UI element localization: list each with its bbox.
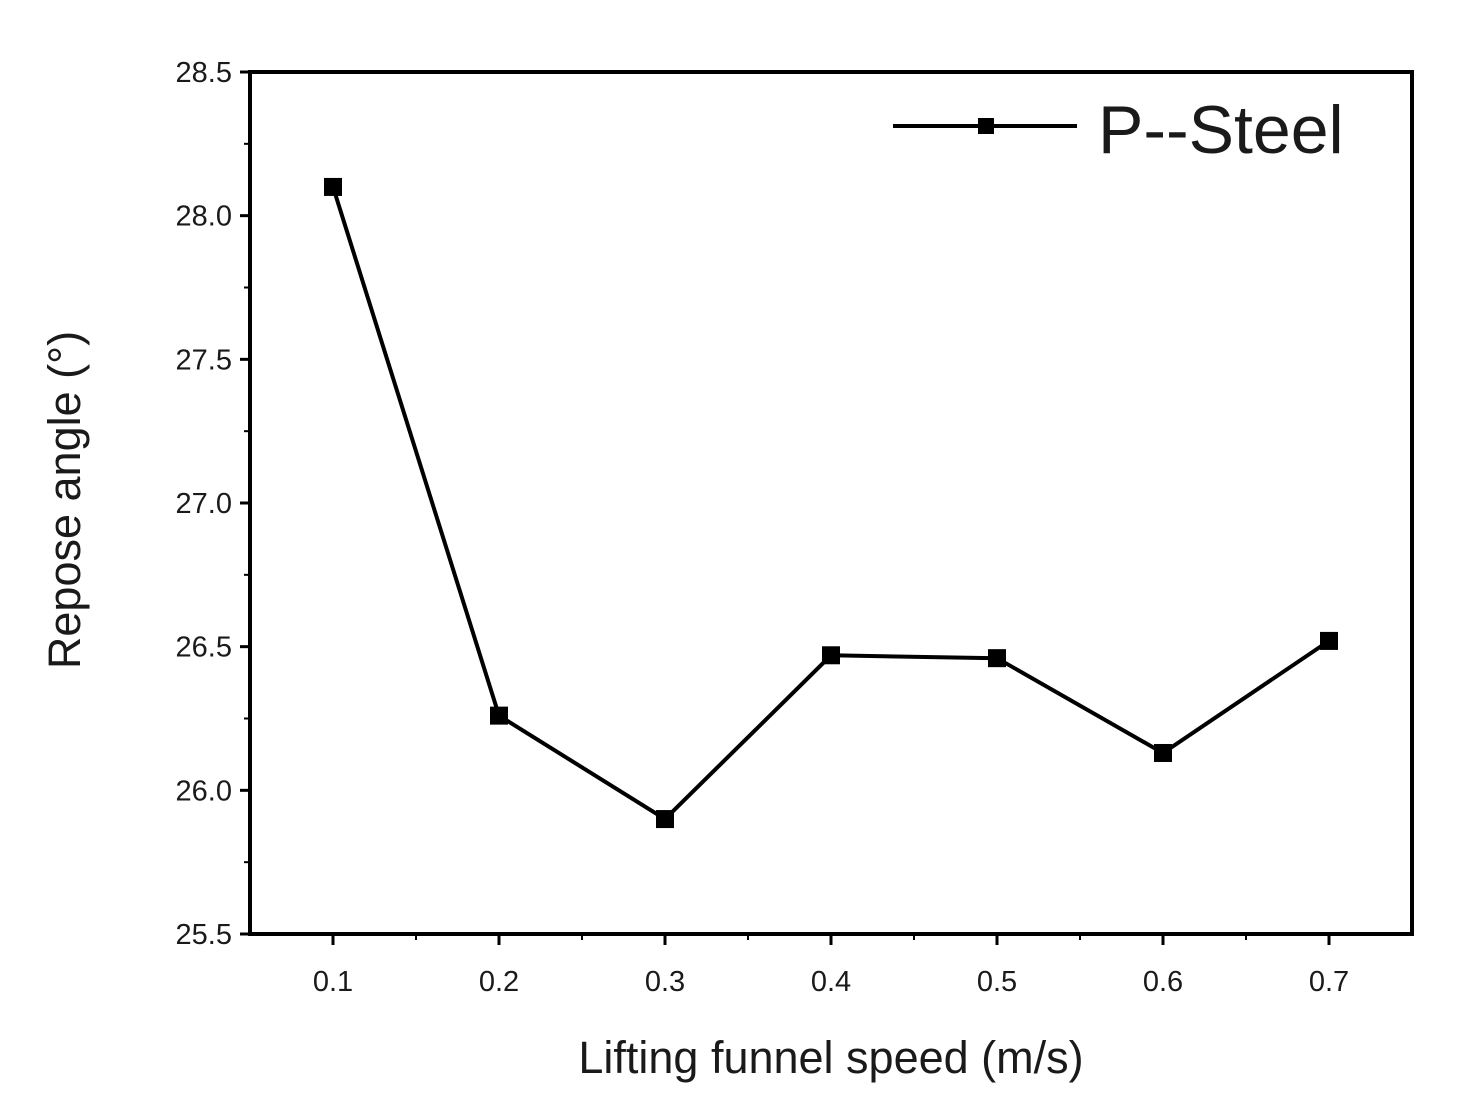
legend-marker [978,118,994,134]
data-point [988,649,1006,668]
y-tick-label: 26.0 [176,775,232,807]
x-tick-label: 0.3 [645,966,685,998]
data-point [822,646,840,665]
data-point [490,706,508,725]
series-layer [324,177,1338,829]
y-axis: 25.5 26.0 26.5 27.0 27.5 28.0 28.5 [176,57,250,951]
x-tick-label: 0.6 [1143,966,1183,998]
y-tick-label: 26.5 [176,632,232,664]
x-tick-label: 0.5 [977,966,1017,998]
legend-label: P--Steel [1098,92,1344,168]
x-tick-label: 0.2 [479,966,519,998]
y-axis-title: Repose angle (°) [39,331,90,669]
x-axis: 0.1 0.2 0.3 0.4 0.5 0.6 0.7 [313,934,1349,998]
x-tick-label: 0.1 [313,966,353,998]
y-tick-label: 27.5 [176,344,232,376]
x-axis-title: Lifting funnel speed (m/s) [578,1032,1083,1083]
y-tick-label: 28.0 [176,201,232,233]
x-tick-label: 0.4 [811,966,851,998]
y-tick-label: 25.5 [176,919,232,951]
x-tick-label: 0.7 [1309,966,1349,998]
legend: P--Steel [893,92,1344,168]
y-tick-label: 28.5 [176,57,232,89]
data-point [324,177,342,196]
data-point [656,810,674,829]
plot-frame [248,70,1414,936]
y-tick-label: 27.0 [176,488,232,520]
data-point [1320,631,1338,650]
data-point [1154,743,1172,762]
series-line [331,186,1331,822]
